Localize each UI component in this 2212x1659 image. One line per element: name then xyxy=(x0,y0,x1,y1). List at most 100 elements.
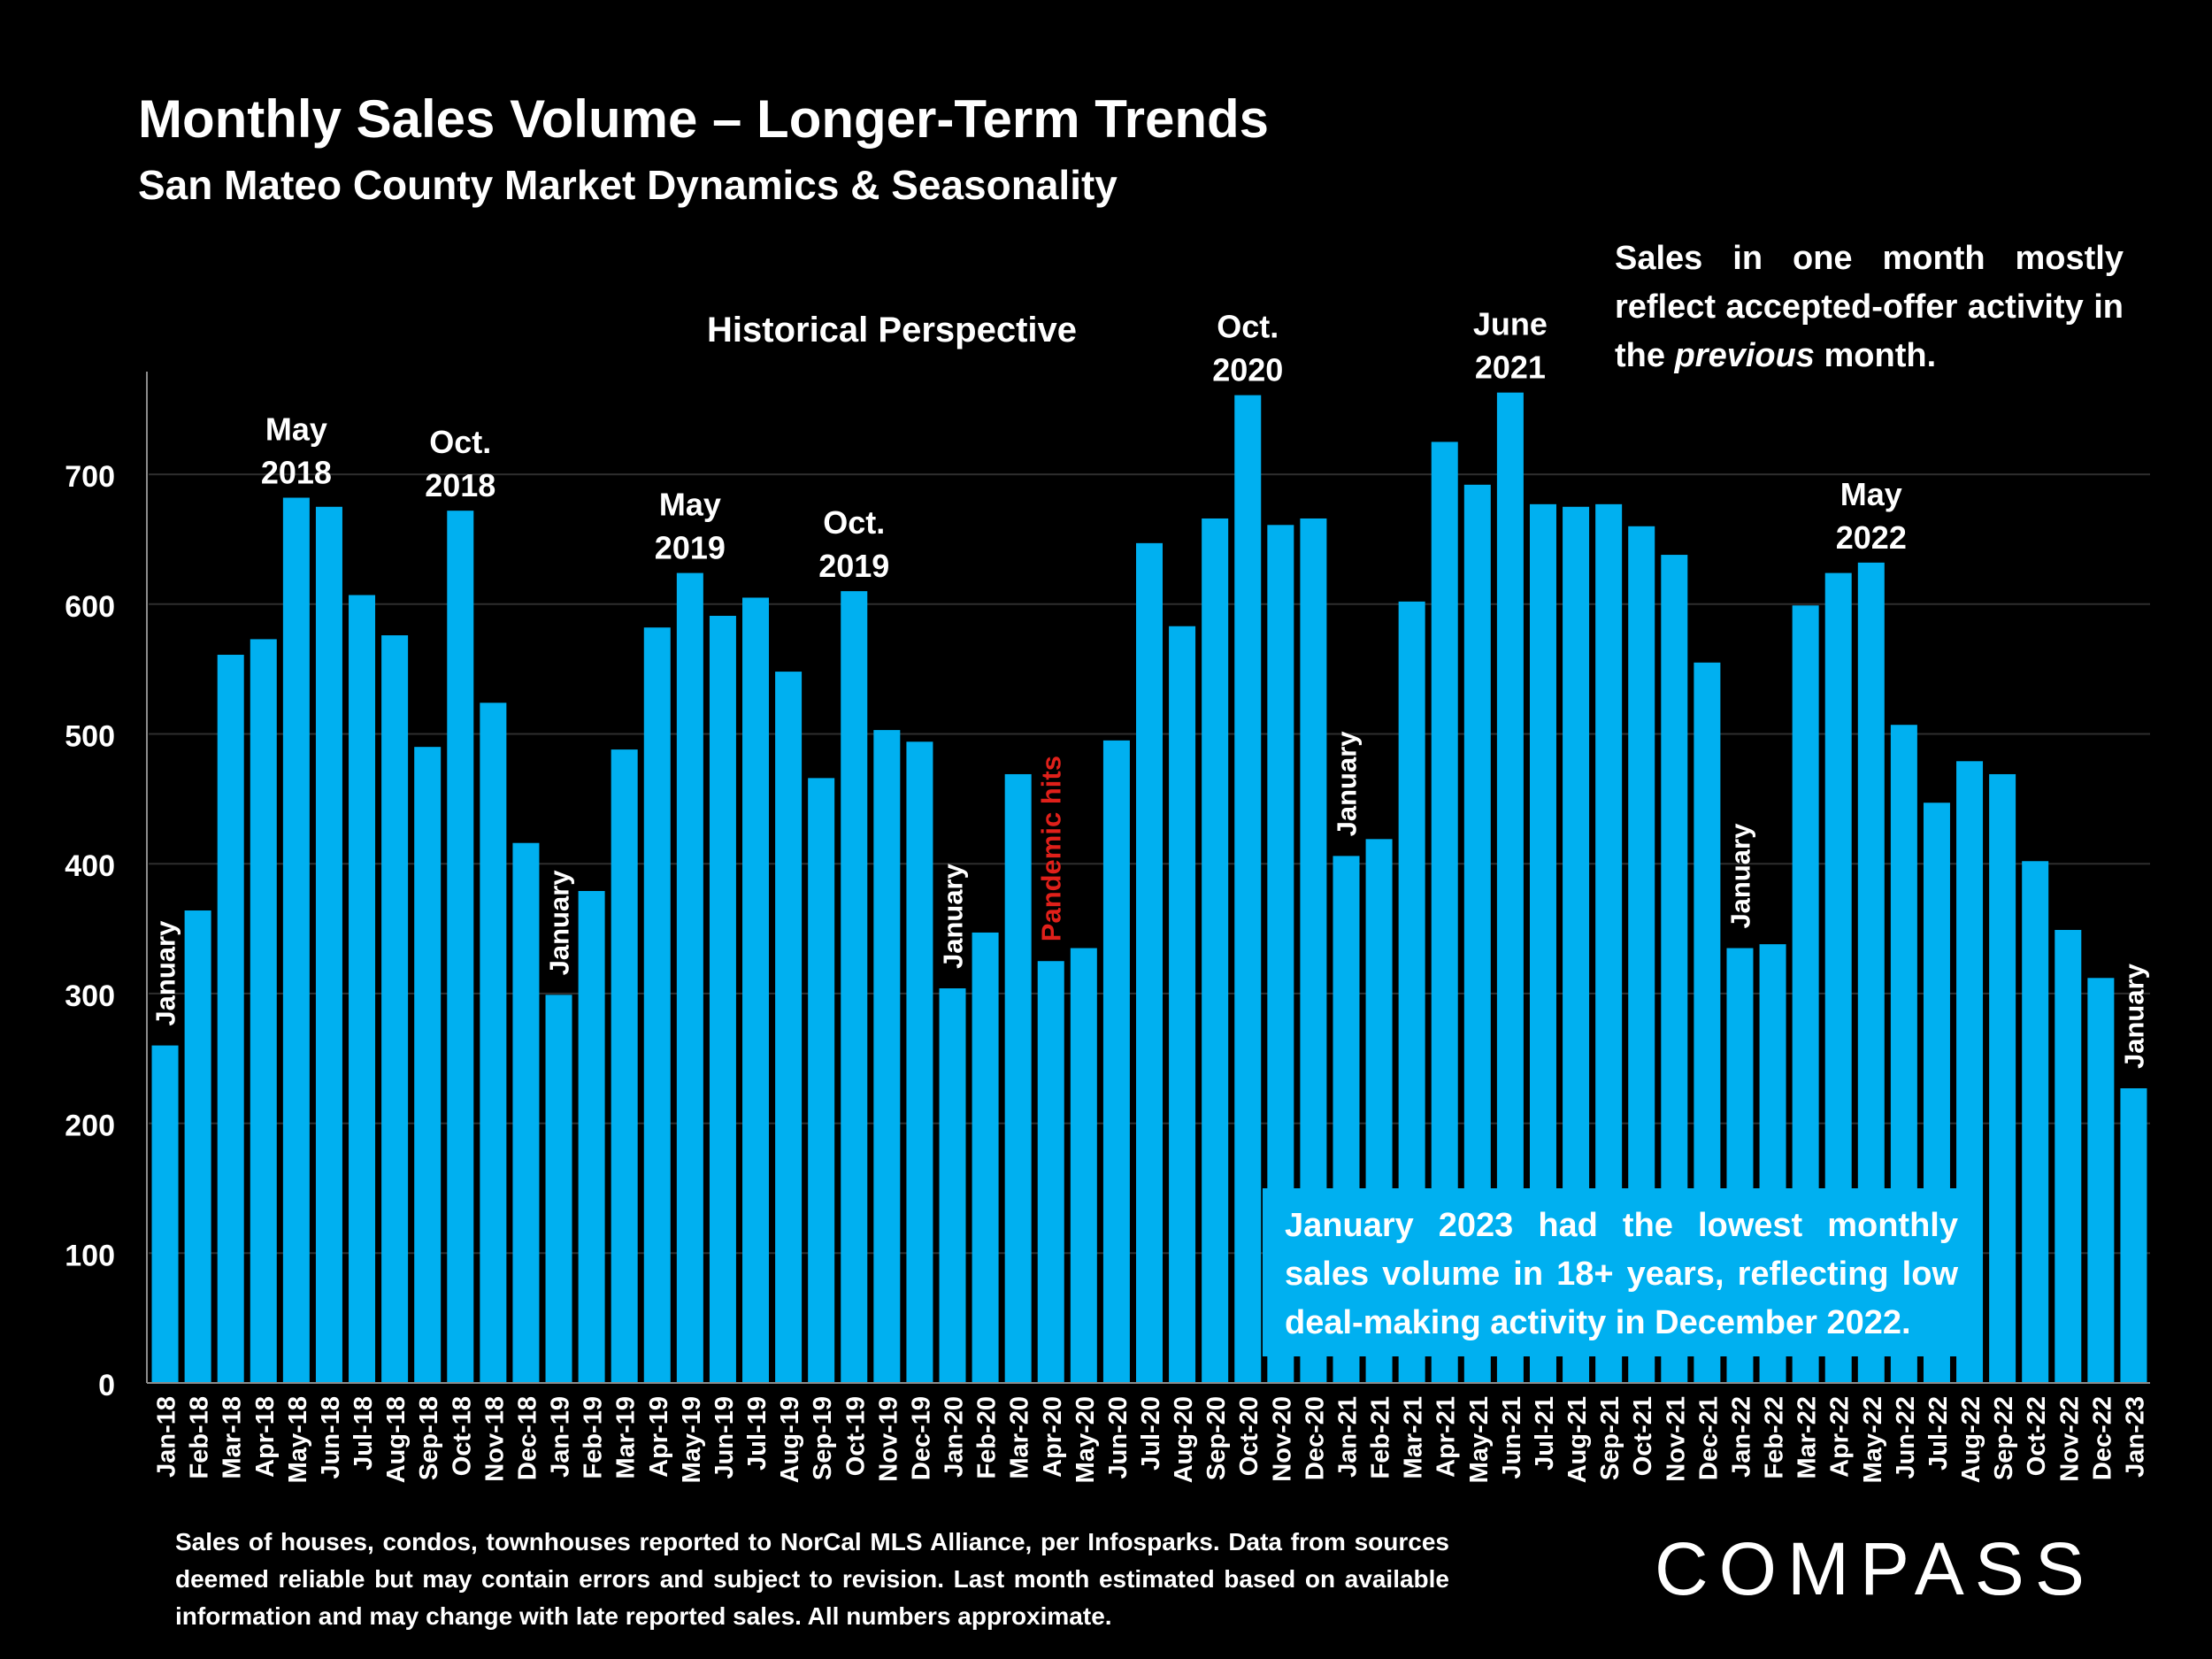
x-tick-label: May-22 xyxy=(1859,1396,1887,1483)
peak-label: Oct. xyxy=(429,424,491,460)
bar xyxy=(906,741,933,1383)
x-tick-label: Jul-20 xyxy=(1137,1396,1165,1471)
bar xyxy=(873,730,901,1383)
bar xyxy=(643,627,671,1383)
annotation-label: January xyxy=(938,863,969,969)
x-tick-label: Sep-22 xyxy=(1990,1396,2018,1480)
x-tick-label: Sep-21 xyxy=(1596,1396,1624,1480)
bar xyxy=(1169,626,1196,1383)
x-tick-label: Aug-20 xyxy=(1170,1396,1198,1483)
y-tick-label: 500 xyxy=(65,720,115,754)
peak-label: May xyxy=(1840,476,1902,512)
bar xyxy=(2055,930,2082,1383)
bar xyxy=(841,591,868,1383)
peak-label: May xyxy=(265,411,327,448)
bar xyxy=(775,672,803,1383)
peak-label: 2019 xyxy=(655,530,726,566)
x-tick-label: Feb-20 xyxy=(973,1396,1002,1479)
x-tick-label: Nov-21 xyxy=(1662,1396,1690,1482)
y-tick-label: 600 xyxy=(65,590,115,624)
bar xyxy=(447,511,474,1383)
x-tick-label: Aug-22 xyxy=(1957,1396,1985,1483)
chart-title: Monthly Sales Volume – Longer-Term Trend… xyxy=(138,89,1270,149)
bar xyxy=(1037,961,1064,1383)
peak-label: 2019 xyxy=(818,548,889,584)
seasonality-note: Sales in one month mostly reflect accept… xyxy=(1615,240,2124,374)
x-tick-label: Nov-19 xyxy=(874,1396,902,1482)
y-tick-label: 700 xyxy=(65,460,115,494)
historical-perspective-label: Historical Perspective xyxy=(707,311,1077,349)
bar xyxy=(2120,1087,2147,1383)
y-tick-label: 400 xyxy=(65,849,115,883)
source-footnote: Sales of houses, condos, townhouses repo… xyxy=(175,1528,1449,1630)
x-tick-label: Jan-22 xyxy=(1727,1396,1755,1478)
chart-subtitle: San Mateo County Market Dynamics & Seaso… xyxy=(138,162,1118,208)
bar xyxy=(151,1045,179,1383)
x-tick-label: Sep-20 xyxy=(1202,1396,1231,1480)
peak-label: Oct. xyxy=(1217,309,1279,345)
x-tick-label: Mar-19 xyxy=(612,1396,641,1479)
bar xyxy=(480,703,507,1383)
x-tick-label: Nov-18 xyxy=(480,1396,509,1482)
bar xyxy=(250,639,277,1383)
x-tick-label: Jun-19 xyxy=(710,1396,739,1479)
bar xyxy=(1234,395,1262,1383)
bar xyxy=(414,747,442,1383)
x-tick-label: Jul-19 xyxy=(743,1396,772,1471)
x-tick-label: Dec-20 xyxy=(1301,1396,1329,1480)
peak-label: 2018 xyxy=(261,455,332,491)
peak-label: Oct. xyxy=(823,504,885,541)
x-tick-label: Oct-18 xyxy=(448,1396,476,1476)
bar xyxy=(315,506,342,1383)
x-tick-label: Jan-20 xyxy=(941,1396,969,1478)
x-tick-label: May-20 xyxy=(1071,1396,1100,1483)
peak-label: May xyxy=(659,487,721,523)
bar xyxy=(349,595,376,1383)
annotation-label: January xyxy=(2118,963,2149,1069)
bar xyxy=(1989,773,2016,1383)
peak-label: 2022 xyxy=(1836,519,1907,556)
peak-label: June xyxy=(1473,306,1548,342)
x-tick-label: Dec-22 xyxy=(2088,1396,2116,1480)
bar xyxy=(939,988,966,1383)
bar xyxy=(611,749,638,1383)
annotation-label: January xyxy=(544,870,575,976)
x-tick-label: Dec-18 xyxy=(513,1396,541,1480)
x-tick-label: Jul-22 xyxy=(1924,1396,1953,1471)
x-tick-label: May-19 xyxy=(678,1396,706,1483)
annotation-label: Pandemic hits xyxy=(1036,756,1067,941)
bar xyxy=(742,597,770,1383)
x-tick-label: Apr-21 xyxy=(1432,1396,1461,1478)
bar xyxy=(578,891,605,1383)
annotation-label: January xyxy=(1724,823,1755,929)
x-tick-label: Feb-18 xyxy=(186,1396,214,1479)
bar xyxy=(972,932,999,1383)
x-tick-label: Feb-19 xyxy=(580,1396,608,1479)
peak-label: 2021 xyxy=(1475,349,1546,386)
bar xyxy=(381,635,409,1383)
x-tick-label: Mar-22 xyxy=(1793,1396,1822,1479)
x-tick-label: May-18 xyxy=(284,1396,312,1483)
x-tick-label: Jun-18 xyxy=(317,1396,345,1479)
x-tick-label: Oct-19 xyxy=(841,1396,870,1476)
x-tick-label: Apr-19 xyxy=(645,1396,673,1478)
x-tick-label: Jul-18 xyxy=(349,1396,378,1471)
x-tick-label: Nov-20 xyxy=(1268,1396,1296,1482)
bar xyxy=(1102,740,1130,1383)
x-tick-label: Oct-22 xyxy=(2023,1396,2051,1476)
x-tick-label: Apr-18 xyxy=(251,1396,280,1478)
bar xyxy=(1136,542,1163,1383)
peak-label: 2020 xyxy=(1212,352,1283,388)
x-tick-label: Nov-22 xyxy=(2055,1396,2084,1482)
annotation-label: January xyxy=(150,920,181,1026)
bar xyxy=(808,778,835,1383)
x-tick-label: Mar-20 xyxy=(1006,1396,1034,1479)
peak-label: 2018 xyxy=(425,467,495,503)
x-tick-label: Jun-22 xyxy=(1892,1396,1920,1479)
y-tick-label: 200 xyxy=(65,1110,115,1143)
x-tick-label: Jun-21 xyxy=(1498,1396,1526,1479)
x-tick-label: Jun-20 xyxy=(1104,1396,1133,1479)
x-tick-label: Feb-22 xyxy=(1761,1396,1789,1479)
bar xyxy=(1202,518,1229,1383)
x-tick-label: Jan-21 xyxy=(1333,1396,1362,1478)
